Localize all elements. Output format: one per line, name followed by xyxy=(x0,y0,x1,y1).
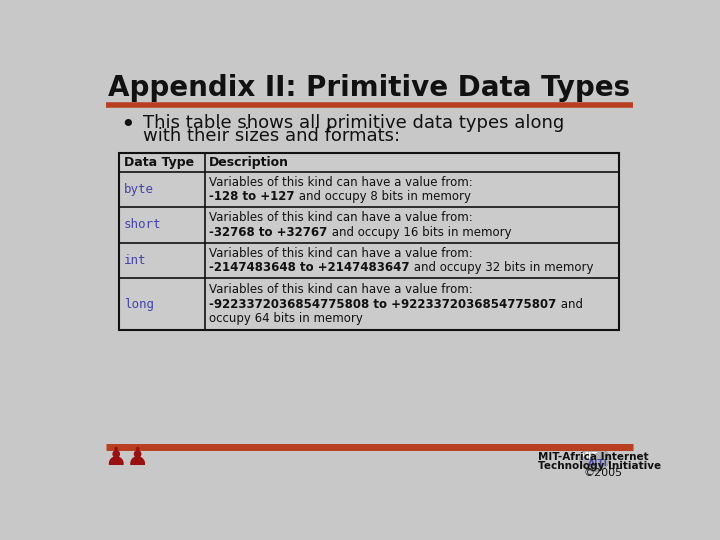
Text: and occupy 8 bits in memory: and occupy 8 bits in memory xyxy=(295,190,471,203)
Text: -9223372036854775808 to +9223372036854775807: -9223372036854775808 to +922337203685477… xyxy=(210,298,557,311)
Text: Description: Description xyxy=(210,156,289,169)
Text: occupy 64 bits in memory: occupy 64 bits in memory xyxy=(210,313,363,326)
Text: short: short xyxy=(124,219,161,232)
Text: Appendix II: Primitive Data Types: Appendix II: Primitive Data Types xyxy=(108,74,630,102)
Text: Variables of this kind can have a value from:: Variables of this kind can have a value … xyxy=(210,176,473,189)
Text: •: • xyxy=(120,113,135,137)
Text: -32768 to +32767: -32768 to +32767 xyxy=(210,226,328,239)
Text: ♟♟: ♟♟ xyxy=(104,446,149,469)
Text: Variables of this kind can have a value from:: Variables of this kind can have a value … xyxy=(210,283,473,296)
Text: Data Type: Data Type xyxy=(124,156,194,169)
Text: Technology Initiative: Technology Initiative xyxy=(538,461,661,471)
Text: and occupy 32 bits in memory: and occupy 32 bits in memory xyxy=(410,261,593,274)
Text: and occupy 16 bits in memory: and occupy 16 bits in memory xyxy=(328,226,511,239)
Bar xyxy=(120,153,618,330)
Text: Variables of this kind can have a value from:: Variables of this kind can have a value … xyxy=(210,247,473,260)
Text: This table shows all primitive data types along: This table shows all primitive data type… xyxy=(143,113,564,132)
Text: with their sizes and formats:: with their sizes and formats: xyxy=(143,127,400,145)
Text: -2147483648 to +2147483647: -2147483648 to +2147483647 xyxy=(210,261,410,274)
Ellipse shape xyxy=(580,447,609,471)
Text: and: and xyxy=(557,298,582,311)
Text: byte: byte xyxy=(124,183,154,196)
Text: MIT-Africa Internet: MIT-Africa Internet xyxy=(538,452,649,462)
Text: MIT: MIT xyxy=(579,452,598,461)
Text: -128 to +127: -128 to +127 xyxy=(210,190,295,203)
Text: Variables of this kind can have a value from:: Variables of this kind can have a value … xyxy=(210,211,473,225)
Text: ©2005: ©2005 xyxy=(584,468,623,478)
Text: long: long xyxy=(124,298,154,311)
Text: AITI: AITI xyxy=(588,459,608,468)
Text: int: int xyxy=(124,254,147,267)
